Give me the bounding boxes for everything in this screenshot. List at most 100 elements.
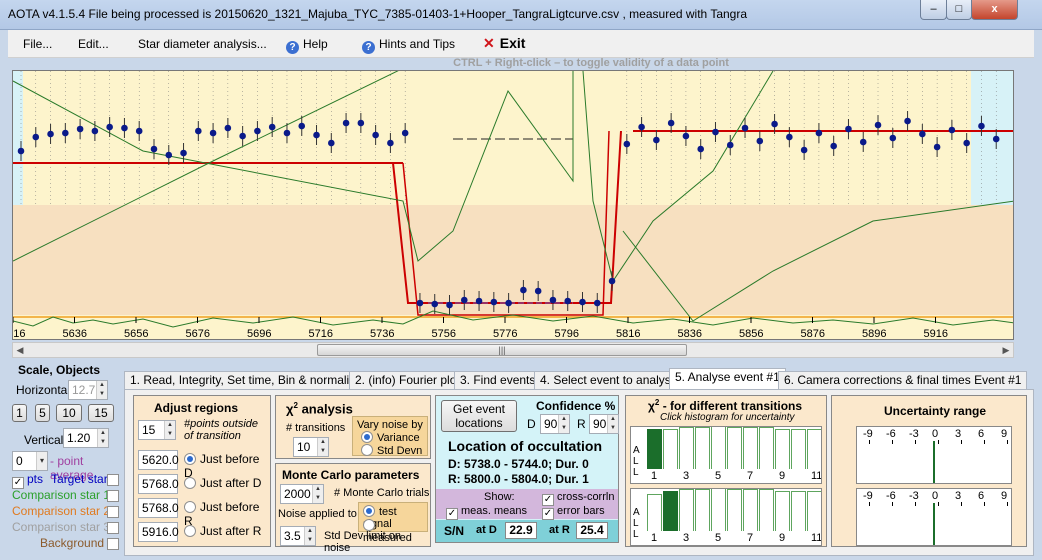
data-point[interactable] [830,142,837,150]
light-curve-svg[interactable]: 5616 5636 5656 5676 5696 5716 5736 5756 5776 5796… [13,71,1014,340]
scroll-thumb[interactable]: ||| [317,344,687,356]
tab-analyse-event[interactable]: 5. Analyse event #1 [669,368,786,390]
measured-option[interactable]: measured [363,519,427,544]
confidence-d-input[interactable]: 90 ▲ ▼ [540,414,570,434]
data-point[interactable] [76,125,84,133]
stddevn-option[interactable]: Std Devn [361,444,422,457]
confidence-d-spin-icon[interactable]: ▲ ▼ [558,415,569,433]
measured-radio[interactable] [363,519,375,531]
menu-exit[interactable]: ✕ Exit [483,35,525,52]
zoom-1-button[interactable]: 1 [12,404,27,422]
data-point[interactable] [165,151,173,159]
data-point[interactable] [933,143,941,151]
data-point[interactable] [682,132,690,140]
vertical-scale-input[interactable]: 1.20 ▲ ▼ [63,428,109,448]
tab-select-event[interactable]: 4. Select event to analyse [534,371,684,390]
histogram-bar[interactable] [775,491,790,531]
tab-camera-corrections[interactable]: 6. Camera corrections & final times Even… [778,371,1028,390]
confidence-r-input[interactable]: 90 ▲ ▼ [589,414,619,434]
test-signal-radio[interactable] [363,505,375,517]
histogram-bar[interactable] [647,429,662,469]
histogram-bar[interactable] [743,427,758,469]
data-point[interactable] [446,301,453,309]
data-point[interactable] [180,149,187,157]
region-2-option[interactable]: Just after D [184,476,261,490]
data-point[interactable] [17,147,25,155]
data-point[interactable] [786,133,793,141]
scroll-left-arrow[interactable]: ◀ [16,345,24,355]
data-point[interactable] [771,120,778,128]
region-1-option[interactable]: Just before D [184,452,270,480]
data-point[interactable] [313,131,320,139]
data-point[interactable] [874,121,882,129]
tab-read-integrity[interactable]: 1. Read, Integrity, Set time, Bin & norm… [124,371,368,390]
histogram-bar[interactable] [679,427,694,469]
plot-scrollbar[interactable]: ◀ ||| ▶ [12,342,1014,358]
data-point[interactable] [963,139,970,147]
histogram-bar[interactable] [743,489,758,531]
tab-fourier[interactable]: 2. (info) Fourier plot [349,371,466,390]
data-point[interactable] [520,286,527,294]
light-curve-plot[interactable]: 5616 5636 5656 5676 5696 5716 5736 5756 5776 5796… [12,70,1014,340]
data-point[interactable] [697,145,705,153]
histogram-bar[interactable] [711,427,726,469]
data-point[interactable] [859,138,867,146]
data-point[interactable] [357,119,365,127]
data-point[interactable] [638,123,645,131]
data-point[interactable] [549,296,557,304]
data-point[interactable] [756,137,764,145]
data-point[interactable] [209,129,217,137]
data-point[interactable] [904,117,911,125]
histogram-bar[interactable] [791,429,806,469]
data-point[interactable] [653,136,660,144]
tab-find-events[interactable]: 3. Find events [454,371,542,390]
monte-trials-spin-icon[interactable]: ▲ ▼ [312,485,323,503]
data-point[interactable] [534,287,542,295]
data-point[interactable] [150,145,158,153]
data-point[interactable] [195,127,202,135]
data-point[interactable] [47,130,54,138]
meas-means-checkbox[interactable]: ✓ [446,508,458,520]
region-4-option[interactable]: Just after R [184,524,261,538]
scroll-right-arrow[interactable]: ▶ [1002,345,1010,355]
data-point[interactable] [342,119,350,127]
data-point[interactable] [505,299,512,307]
data-point[interactable] [416,299,424,307]
data-point[interactable] [919,130,926,138]
menu-help[interactable]: ? Help [286,37,328,54]
data-point[interactable] [667,119,675,127]
histogram-bar[interactable] [695,489,710,531]
menu-hints[interactable]: ? Hints and Tips [362,37,455,54]
confidence-r-spin-icon[interactable]: ▲ ▼ [607,415,618,433]
data-point[interactable] [91,127,99,135]
horizontal-scale-input[interactable]: 12.7 ▲ ▼ [68,380,108,400]
zoom-10-button[interactable]: 10 [56,404,82,422]
histogram-bar[interactable] [679,489,694,531]
histogram-bar[interactable] [807,491,821,531]
region-2-radio[interactable] [184,477,196,489]
data-point[interactable] [401,129,409,137]
cross-corrln-checkbox[interactable]: ✓ [542,494,554,506]
cross-corrln-option[interactable]: ✓ cross-corrln [542,491,614,506]
zoom-15-button[interactable]: 15 [88,404,114,422]
data-point[interactable] [564,297,572,305]
data-point[interactable] [32,133,40,141]
region-3-input[interactable]: 5768.0 [138,498,179,518]
points-outside-input[interactable]: 15 ▲ ▼ [138,420,176,440]
transitions-input[interactable]: 10 ▲ ▼ [293,437,329,457]
target-star-row[interactable]: ✓ pts Target star [12,472,108,489]
histogram-bar[interactable] [791,491,806,531]
points-spin-icon[interactable]: ▲ ▼ [164,421,175,439]
noise-limit-input[interactable]: 3.5 ▲ ▼ [280,526,316,546]
region-3-option[interactable]: Just before R [184,500,270,528]
data-point[interactable] [992,135,1000,143]
meas-means-option[interactable]: ✓ meas. means [446,505,527,520]
vertical-spin-icon[interactable]: ▲ ▼ [97,429,108,447]
histogram-bar[interactable] [807,429,821,469]
histogram-bar[interactable] [759,489,774,531]
data-point[interactable] [978,122,985,130]
data-point[interactable] [712,128,719,136]
comp-star-1-checkbox[interactable] [107,490,119,502]
